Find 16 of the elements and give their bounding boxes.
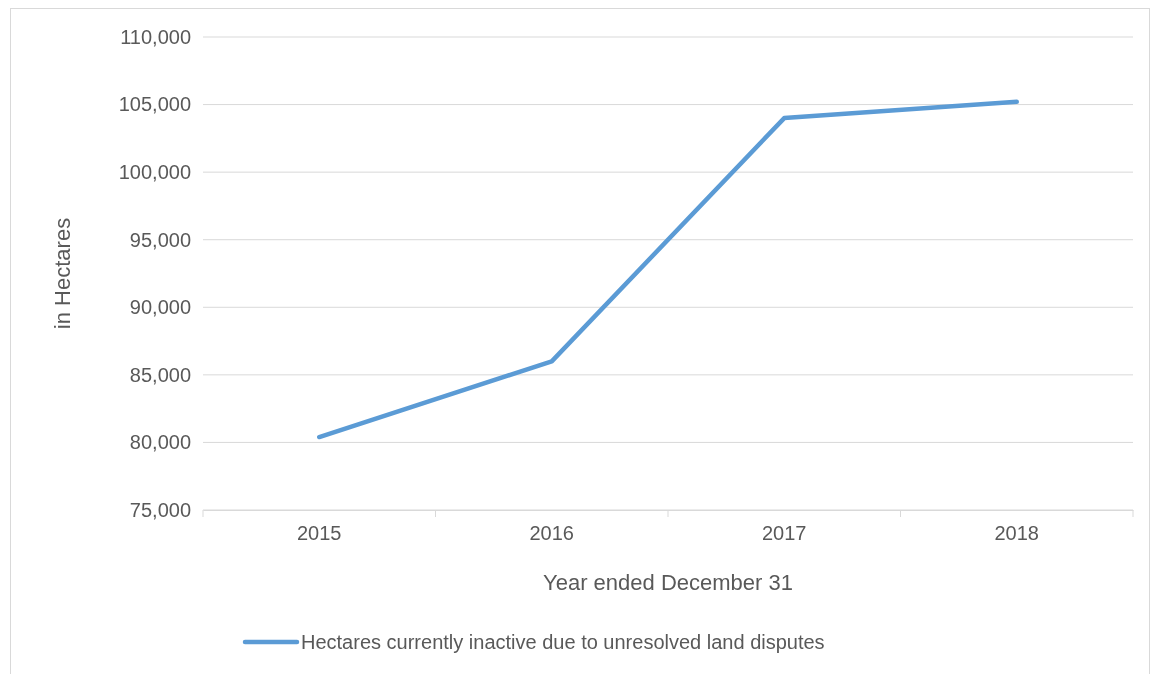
y-axis-title: in Hectares (50, 217, 75, 330)
y-tick-label: 85,000 (129, 363, 191, 386)
y-tick-label: 75,000 (129, 498, 191, 521)
y-tick-label: 105,000 (118, 93, 191, 116)
y-tick-label: 95,000 (129, 228, 191, 251)
x-tick-label: 2017 (762, 522, 807, 545)
x-tick-label: 2015 (297, 522, 342, 545)
y-tick-label: 80,000 (129, 431, 191, 454)
y-tick-label: 100,000 (118, 161, 191, 184)
y-tick-label: 90,000 (129, 296, 191, 319)
x-axis-title: Year ended December 31 (543, 570, 793, 595)
x-tick-label: 2018 (994, 522, 1039, 545)
legend-label: Hectares currently inactive due to unresolved land disputes (301, 631, 825, 653)
y-tick-label: 110,000 (120, 25, 191, 48)
line-series (317, 99, 1019, 440)
x-tick-label: 2016 (529, 522, 574, 545)
